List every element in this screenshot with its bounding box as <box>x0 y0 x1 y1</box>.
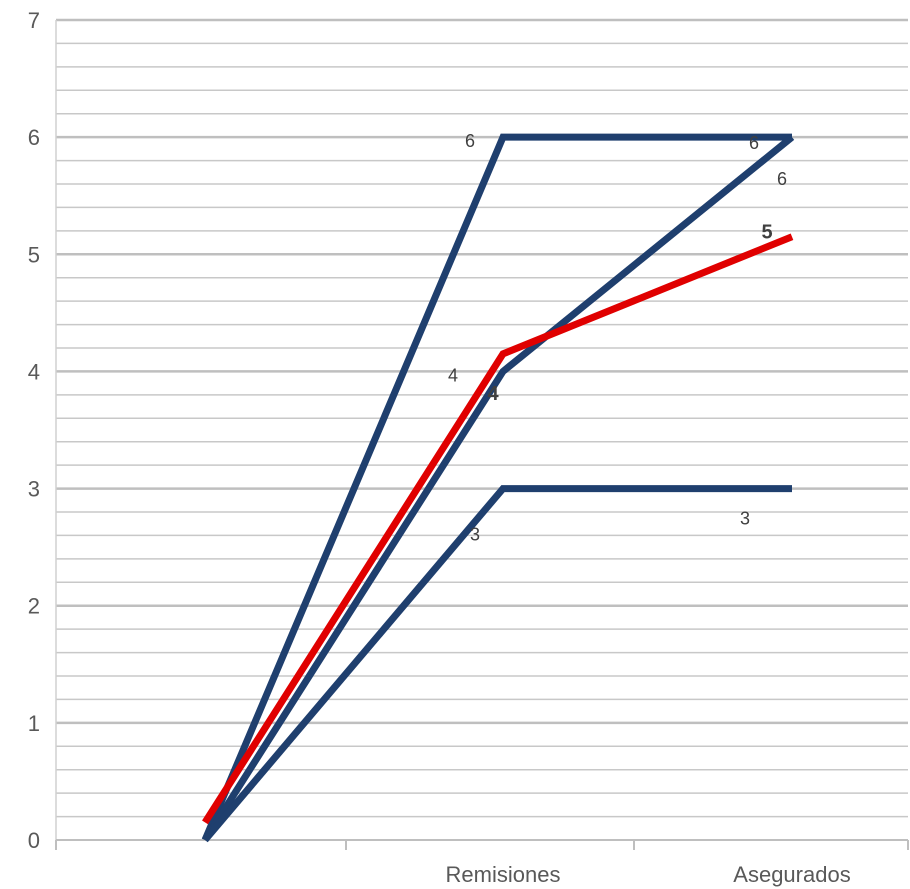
y-tick-label: 2 <box>28 594 40 619</box>
data-label: 5 <box>761 222 772 244</box>
series-line <box>201 133 792 842</box>
axes: 0 1 2 3 4 5 6 7 Remisiones Asegurados <box>28 8 909 887</box>
data-label: 3 <box>740 509 750 529</box>
x-category-label: Asegurados <box>733 862 850 887</box>
data-label: 6 <box>749 133 759 153</box>
series-line <box>202 233 794 825</box>
series-line <box>202 134 795 842</box>
data-label: 4 <box>448 365 458 385</box>
y-tick-label: 5 <box>28 242 40 267</box>
data-label: 6 <box>465 131 475 151</box>
series-lines <box>201 133 795 843</box>
y-tick-label: 6 <box>28 125 40 150</box>
data-label: 4 <box>487 383 499 405</box>
y-tick-label: 3 <box>28 477 40 502</box>
series-line <box>202 485 792 843</box>
grid-lines <box>56 18 908 818</box>
y-tick-label: 0 <box>28 828 40 853</box>
y-tick-label: 1 <box>28 711 40 736</box>
x-category-label: Remisiones <box>446 862 561 887</box>
y-tick-label: 7 <box>28 8 40 33</box>
data-label: 6 <box>777 169 787 189</box>
data-label: 3 <box>470 525 480 545</box>
y-tick-label: 4 <box>28 359 40 384</box>
